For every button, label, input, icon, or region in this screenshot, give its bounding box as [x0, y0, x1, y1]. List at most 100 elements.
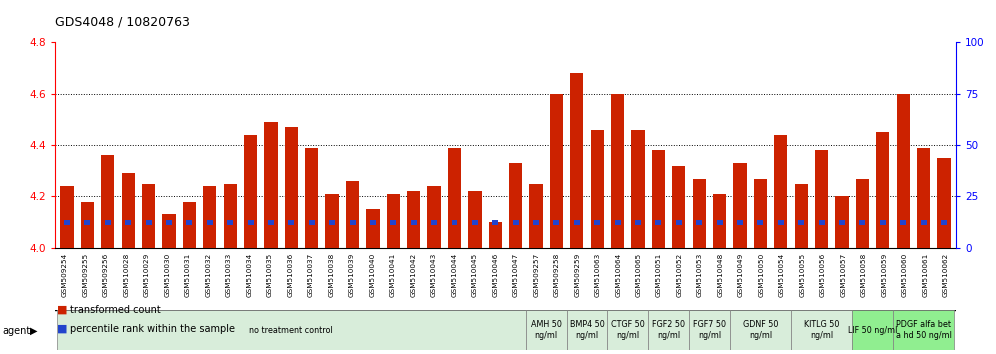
Bar [513, 220, 519, 225]
Bar [223, 184, 237, 248]
Text: FGF2 50
ng/ml: FGF2 50 ng/ml [652, 320, 685, 340]
Bar [896, 94, 909, 248]
Bar [591, 130, 604, 248]
Bar [836, 196, 849, 248]
Bar [203, 186, 216, 248]
Bar [57, 310, 526, 350]
Text: ■: ■ [57, 305, 68, 315]
Bar [61, 186, 74, 248]
Bar [526, 310, 567, 350]
Bar [64, 220, 70, 225]
Bar [791, 310, 853, 350]
Bar [941, 220, 947, 225]
Text: GSM510032: GSM510032 [205, 253, 211, 297]
Text: no treatment control: no treatment control [249, 326, 334, 335]
Bar [879, 220, 885, 225]
Text: KITLG 50
ng/ml: KITLG 50 ng/ml [804, 320, 840, 340]
Bar [105, 220, 111, 225]
Text: GSM510062: GSM510062 [943, 253, 949, 297]
Text: GSM510047: GSM510047 [513, 253, 519, 297]
Bar [730, 310, 791, 350]
Text: GSM510036: GSM510036 [288, 253, 294, 297]
Text: GSM510054: GSM510054 [779, 253, 785, 297]
Bar [410, 220, 416, 225]
Bar [648, 310, 689, 350]
Bar [350, 220, 356, 225]
Bar [615, 220, 621, 225]
Bar [853, 310, 893, 350]
Bar [145, 220, 151, 225]
Bar [778, 220, 784, 225]
Text: GSM510060: GSM510060 [902, 253, 908, 297]
Text: BMP4 50
ng/ml: BMP4 50 ng/ml [570, 320, 605, 340]
Text: GSM510038: GSM510038 [329, 253, 335, 297]
Text: GSM510037: GSM510037 [308, 253, 314, 297]
Text: GSM510035: GSM510035 [267, 253, 273, 297]
Bar [815, 150, 829, 248]
Bar [451, 220, 457, 225]
Bar [85, 220, 91, 225]
Text: GSM510034: GSM510034 [246, 253, 252, 297]
Bar [472, 220, 478, 225]
Bar [492, 220, 498, 225]
Bar [754, 178, 767, 248]
Bar [774, 135, 788, 248]
Text: GSM510057: GSM510057 [841, 253, 847, 297]
Bar [917, 148, 930, 248]
Bar [713, 194, 726, 248]
Text: GSM510031: GSM510031 [185, 253, 191, 297]
Text: GSM509254: GSM509254 [62, 253, 68, 297]
Text: GSM510059: GSM510059 [881, 253, 887, 297]
Text: GSM510050: GSM510050 [759, 253, 765, 297]
Text: GSM510033: GSM510033 [226, 253, 232, 297]
Text: GSM510039: GSM510039 [349, 253, 355, 297]
Bar [795, 184, 808, 248]
Bar [631, 130, 644, 248]
Bar [268, 220, 274, 225]
Bar [757, 220, 763, 225]
Bar [289, 220, 295, 225]
Bar [655, 220, 661, 225]
Bar [468, 191, 481, 248]
Text: GDNF 50
ng/ml: GDNF 50 ng/ml [743, 320, 778, 340]
Bar [162, 215, 175, 248]
Bar [264, 122, 278, 248]
Bar [651, 150, 665, 248]
Bar [248, 220, 254, 225]
Bar [856, 178, 869, 248]
Text: GSM510042: GSM510042 [410, 253, 416, 297]
Bar [346, 181, 360, 248]
Text: GSM510058: GSM510058 [861, 253, 867, 297]
Bar [696, 220, 702, 225]
Text: GSM510043: GSM510043 [430, 253, 437, 297]
Bar [448, 148, 461, 248]
Bar [166, 220, 172, 225]
Text: GSM510041: GSM510041 [389, 253, 395, 297]
Bar [567, 310, 608, 350]
Bar [244, 135, 257, 248]
Bar [733, 163, 747, 248]
Bar [367, 209, 379, 248]
Bar [509, 163, 522, 248]
Bar [530, 184, 543, 248]
Bar [431, 220, 437, 225]
Bar [611, 94, 624, 248]
Bar [574, 220, 580, 225]
Text: ■: ■ [57, 324, 68, 333]
Text: GSM510064: GSM510064 [616, 253, 622, 297]
Bar [329, 220, 335, 225]
Text: GSM509256: GSM509256 [103, 253, 109, 297]
Bar [737, 220, 743, 225]
Bar [407, 191, 420, 248]
Bar [550, 94, 563, 248]
Bar [125, 220, 131, 225]
Bar [595, 220, 601, 225]
Text: FGF7 50
ng/ml: FGF7 50 ng/ml [693, 320, 726, 340]
Text: GSM510053: GSM510053 [697, 253, 703, 297]
Bar [635, 220, 641, 225]
Bar [186, 220, 192, 225]
Bar [326, 194, 339, 248]
Bar [608, 310, 648, 350]
Text: ▶: ▶ [30, 326, 38, 336]
Bar [716, 220, 722, 225]
